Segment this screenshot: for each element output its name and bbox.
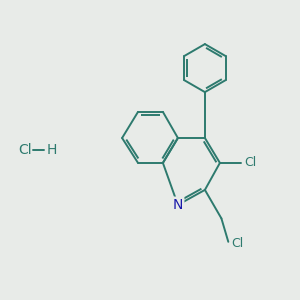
Text: Cl: Cl bbox=[244, 156, 257, 170]
Text: N: N bbox=[173, 198, 183, 212]
Text: Cl: Cl bbox=[19, 143, 32, 157]
Text: H: H bbox=[46, 143, 57, 157]
Text: Cl: Cl bbox=[231, 237, 244, 250]
